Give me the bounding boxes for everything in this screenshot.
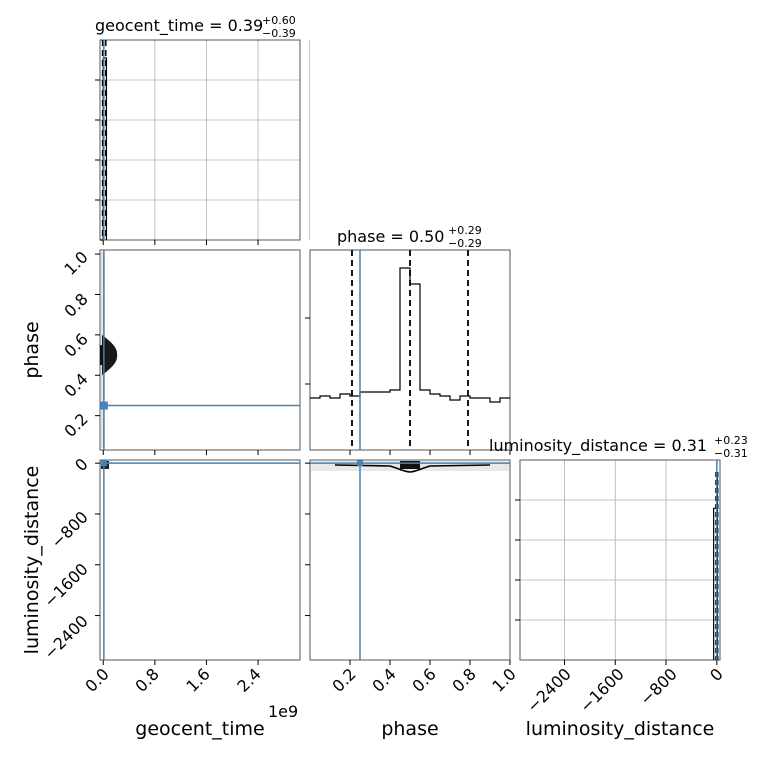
panel-ld1d-frame (519, 459, 721, 661)
tick-label-phase-x-1: 0.4 (368, 664, 399, 695)
title-luminosity-distance: luminosity_distance = 0.31 (489, 436, 707, 456)
xlabel-phase: phase (381, 718, 438, 740)
xlabel-luminosity-distance: luminosity_distance (526, 718, 715, 740)
tick-label-phase-x-2: 0.6 (408, 664, 439, 695)
tick-label-ld-y-1: −800 (47, 507, 92, 552)
panel-phase-gt-frame (99, 249, 301, 451)
tick-label-ld-y-3: −2400 (40, 611, 92, 663)
title-geocent-time-sup: +0.60 (262, 14, 296, 27)
tick-label-phase-y-0: 0.2 (60, 409, 91, 440)
tick-label-phase-x-0: 0.2 (328, 664, 359, 695)
tick-label-phase-y-3: 0.8 (60, 289, 91, 320)
tick-label-gt-0: 0.0 (81, 664, 112, 695)
title-phase-sup: +0.29 (448, 224, 482, 237)
title-luminosity-distance-sub: −0.31 (714, 447, 748, 460)
tick-label-ld-y-2: −1600 (40, 559, 92, 611)
tick-label-gt-1: 0.8 (131, 664, 162, 695)
phase-gt-truth-marker (99, 401, 108, 410)
tick-label-phase-y-2: 0.6 (60, 329, 91, 360)
ld-phase-density-core (400, 461, 420, 469)
tick-label-ld-x-1: −1600 (576, 664, 628, 716)
tick-label-phase-x-4: 1.0 (488, 664, 519, 695)
panel-ld-phase-frame (309, 459, 511, 661)
tick-label-ld-x-2: −800 (636, 664, 681, 709)
tick-label-phase-y-1: 0.4 (60, 369, 91, 400)
panel-ld-gt-frame (99, 459, 301, 661)
title-geocent-time-sub: −0.39 (262, 27, 296, 40)
title-phase-sub: −0.29 (448, 237, 482, 250)
tick-label-ld-y-0: 0 (71, 454, 92, 475)
phase-gt-density-blob (102, 334, 118, 376)
panel-gt1d-frame (99, 39, 301, 241)
ld-phase-contour (334, 464, 491, 473)
tick-label-phase-y-4: 1.0 (60, 247, 91, 278)
tick-label-gt-2: 1.6 (182, 664, 213, 695)
ylabel-phase: phase (21, 321, 43, 378)
tick-label-ld-x-0: −2400 (523, 664, 575, 716)
phase-gt-density-core (100, 345, 105, 366)
chart-marks (99, 40, 719, 660)
tick-label-phase-x-3: 0.8 (448, 664, 479, 695)
title-luminosity-distance-sup: +0.23 (714, 434, 748, 447)
tick-label-gt-3: 2.4 (233, 664, 264, 695)
ld-gt-truth-marker (100, 460, 107, 467)
title-phase: phase = 0.50 (337, 227, 444, 246)
xlabel-geocent-time: geocent_time (135, 718, 264, 740)
xaxis-offset-text: 1e9 (268, 702, 298, 721)
tick-label-ld-x-3: 0 (706, 664, 727, 685)
tick-marks (95, 79, 718, 665)
ld-phase-truth-marker (357, 460, 363, 467)
ylabel-luminosity-distance: luminosity_distance (21, 466, 43, 655)
title-geocent-time: geocent_time = 0.39 (95, 16, 263, 36)
